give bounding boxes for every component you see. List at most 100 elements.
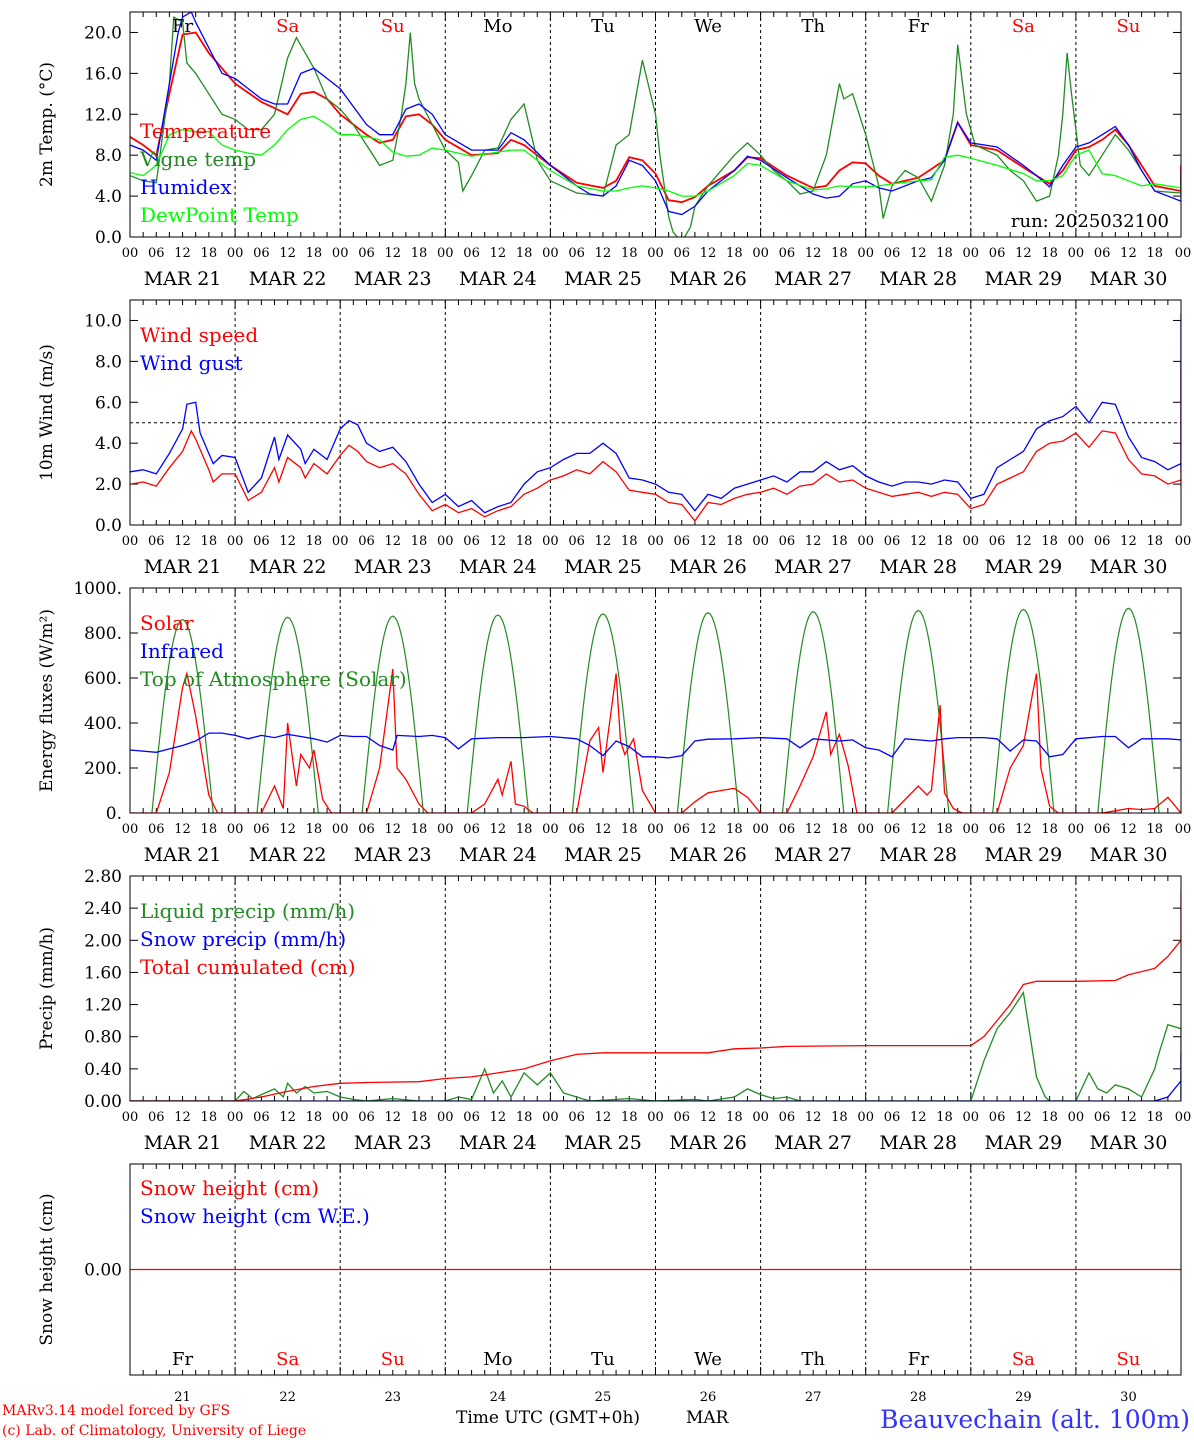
hour-tick-label: 12 bbox=[384, 822, 401, 837]
hour-tick-label: 06 bbox=[674, 246, 691, 261]
hour-tick-label: 00 bbox=[647, 1110, 664, 1125]
legend-entry: Snow precip (mm/h) bbox=[140, 927, 346, 951]
hour-tick-label: 06 bbox=[148, 534, 165, 549]
bottom-day-name: Th bbox=[801, 1349, 825, 1370]
hour-tick-label: 18 bbox=[1041, 246, 1058, 261]
hour-tick-label: 00 bbox=[752, 246, 769, 261]
credit-line-2: (c) Lab. of Climatology, University of L… bbox=[2, 1423, 306, 1439]
hour-tick-label: 12 bbox=[279, 246, 296, 261]
date-label: MAR 27 bbox=[774, 268, 852, 290]
bottom-day-name: Sa bbox=[276, 1349, 299, 1370]
date-label: MAR 24 bbox=[459, 1132, 537, 1154]
hour-tick-label: 06 bbox=[989, 822, 1006, 837]
hour-tick-label: 06 bbox=[1094, 822, 1111, 837]
date-label: MAR 29 bbox=[984, 1132, 1062, 1154]
date-label: MAR 24 bbox=[459, 556, 537, 578]
day-name: Fr bbox=[908, 16, 929, 37]
y-tick-label: 12.0 bbox=[84, 105, 122, 125]
hour-tick-label: 00 bbox=[857, 822, 874, 837]
hour-tick-label: 12 bbox=[700, 1110, 717, 1125]
hour-tick-label: 12 bbox=[910, 822, 927, 837]
hour-tick-label: 12 bbox=[700, 822, 717, 837]
date-label: MAR 26 bbox=[669, 1132, 747, 1154]
toa-solar-arch bbox=[1097, 607, 1160, 813]
date-label: MAR 25 bbox=[564, 844, 642, 866]
hour-tick-label: 12 bbox=[910, 1110, 927, 1125]
bottom-day-name: Fr bbox=[908, 1349, 929, 1370]
bottom-day-number: 28 bbox=[910, 1390, 927, 1405]
date-label: MAR 29 bbox=[984, 844, 1062, 866]
hour-tick-label: 18 bbox=[936, 246, 953, 261]
hour-tick-label: 06 bbox=[148, 822, 165, 837]
run-label: run: 2025032100 bbox=[1011, 211, 1169, 232]
hour-tick-label: 06 bbox=[253, 534, 270, 549]
hour-tick-label: 00 bbox=[332, 534, 349, 549]
legend-entry: DewPoint Temp bbox=[140, 203, 299, 227]
hour-tick-label: 00 bbox=[1068, 246, 1085, 261]
hour-tick-label: 00 bbox=[122, 246, 139, 261]
y-tick-label: 2.80 bbox=[84, 867, 122, 887]
toa-solar-arch bbox=[466, 614, 530, 813]
bottom-day-name: Su bbox=[381, 1349, 405, 1370]
day-name: Su bbox=[381, 16, 405, 37]
date-label: MAR 23 bbox=[354, 1132, 432, 1154]
date-label: MAR 30 bbox=[1090, 1132, 1168, 1154]
date-label: MAR 30 bbox=[1090, 268, 1168, 290]
hour-tick-label: 00 bbox=[542, 534, 559, 549]
hour-tick-label: 12 bbox=[1015, 822, 1032, 837]
y-tick-label: 4.0 bbox=[95, 187, 122, 207]
date-label: MAR 26 bbox=[669, 556, 747, 578]
hour-tick-label: 06 bbox=[568, 246, 585, 261]
y-tick-label: 2.40 bbox=[84, 899, 122, 919]
hour-tick-label: 12 bbox=[1015, 246, 1032, 261]
panel-5: 0.00 Snow height (cm) Snow height (cm W.E.… bbox=[37, 1163, 1182, 1405]
y-axis-label: Snow height (cm) bbox=[37, 1193, 57, 1345]
hour-tick-label: 18 bbox=[516, 246, 533, 261]
y-tick-label: 8.0 bbox=[95, 352, 122, 372]
hour-tick-label: 12 bbox=[1120, 822, 1137, 837]
hour-tick-label: 18 bbox=[936, 822, 953, 837]
y-tick-label: 20.0 bbox=[84, 23, 122, 43]
hour-tick-label: 18 bbox=[201, 246, 218, 261]
legend-entry: Solar bbox=[140, 611, 194, 635]
hour-tick-label: 00 bbox=[542, 1110, 559, 1125]
date-label: MAR 23 bbox=[354, 844, 432, 866]
hour-tick-label: 18 bbox=[306, 246, 323, 261]
series-line bbox=[130, 361, 1181, 522]
y-tick-label: 6.0 bbox=[95, 393, 122, 413]
bottom-day-name: Fr bbox=[172, 1349, 193, 1370]
hour-tick-label: 00 bbox=[227, 534, 244, 549]
hour-tick-label: 00 bbox=[332, 822, 349, 837]
hour-tick-label: 00 bbox=[963, 534, 980, 549]
hour-tick-label: 18 bbox=[516, 822, 533, 837]
hour-tick-label: 06 bbox=[358, 1110, 375, 1125]
hour-tick-label: 00 bbox=[1068, 534, 1085, 549]
hour-tick-label: 18 bbox=[516, 534, 533, 549]
hour-tick-label: 06 bbox=[463, 822, 480, 837]
hour-tick-label: 06 bbox=[989, 534, 1006, 549]
hour-tick-label: 06 bbox=[989, 1110, 1006, 1125]
bottom-day-number: 22 bbox=[279, 1390, 296, 1405]
hour-tick-label: 12 bbox=[174, 1110, 191, 1125]
date-label: MAR 29 bbox=[984, 556, 1062, 578]
legend-entry: Temperature bbox=[140, 119, 271, 143]
hour-tick-label: 06 bbox=[779, 822, 796, 837]
date-label: MAR 25 bbox=[564, 556, 642, 578]
day-name: Sa bbox=[276, 16, 299, 37]
y-tick-label: 0.00 bbox=[84, 1261, 122, 1281]
y-tick-label: 800. bbox=[84, 624, 122, 644]
hour-tick-label: 18 bbox=[831, 822, 848, 837]
hour-tick-label: 00 bbox=[227, 1110, 244, 1125]
toa-solar-arch bbox=[887, 609, 950, 813]
hour-tick-label: 18 bbox=[1146, 534, 1163, 549]
hour-tick-label: 18 bbox=[726, 1110, 743, 1125]
hour-tick-label: 06 bbox=[358, 246, 375, 261]
hour-tick-label: 00 bbox=[437, 822, 454, 837]
legend-entry: Total cumulated (cm) bbox=[140, 955, 356, 979]
panel-frame bbox=[129, 299, 1182, 526]
panel-frame bbox=[129, 587, 1182, 814]
hour-tick-label: 18 bbox=[831, 1110, 848, 1125]
series-line bbox=[130, 990, 1181, 1101]
y-tick-label: 10.0 bbox=[84, 311, 122, 331]
series-line bbox=[130, 314, 1181, 514]
